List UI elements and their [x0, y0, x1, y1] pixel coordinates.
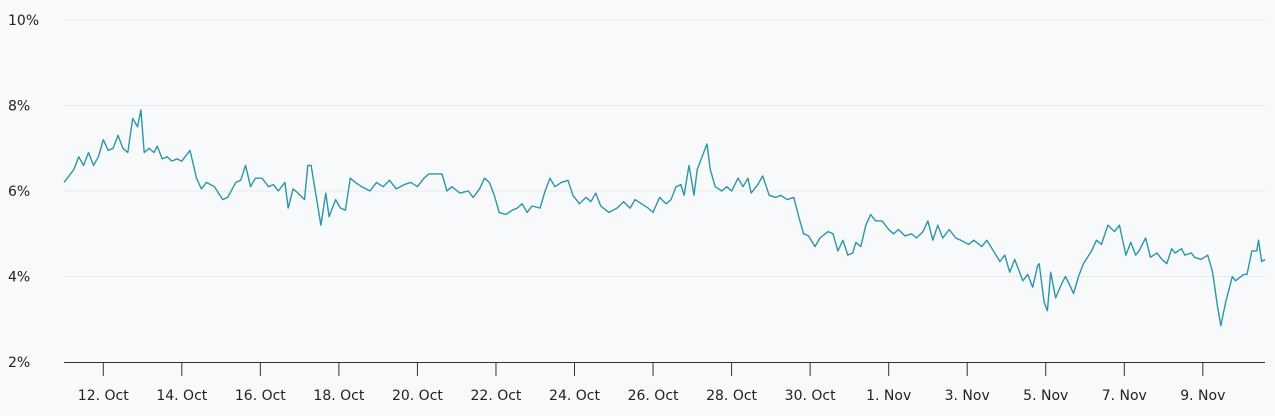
x-tick-label: 7. Nov [1102, 388, 1147, 404]
x-tick-label: 9. Nov [1180, 388, 1225, 404]
x-tick-label: 26. Oct [628, 388, 679, 404]
x-tick-label: 12. Oct [78, 388, 129, 404]
series-line [63, 109, 1266, 327]
gridlines [64, 19, 1265, 277]
x-tick-label: 14. Oct [156, 388, 207, 404]
x-tick-label: 24. Oct [549, 388, 600, 404]
x-tick-label: 30. Oct [785, 388, 836, 404]
y-tick-label: 10% [8, 13, 39, 29]
y-tick-label: 6% [8, 184, 30, 200]
y-axis-labels: 2% 4% 6% 8% 10% [8, 13, 39, 371]
y-tick-label: 4% [8, 270, 30, 286]
x-tick-label: 5. Nov [1023, 388, 1068, 404]
x-tick-label: 28. Oct [706, 388, 757, 404]
x-tick-label: 3. Nov [945, 388, 990, 404]
y-tick-label: 8% [8, 99, 30, 115]
y-tick-label: 2% [8, 355, 30, 371]
x-tick-label: 22. Oct [471, 388, 522, 404]
x-axis-ticks: 12. Oct 14. Oct 16. Oct 18. Oct 20. Oct 22. O… [78, 362, 1225, 404]
x-tick-label: 20. Oct [392, 388, 443, 404]
x-tick-label: 1. Nov [866, 388, 911, 404]
x-tick-label: 18. Oct [313, 388, 364, 404]
x-tick-label: 16. Oct [235, 388, 286, 404]
